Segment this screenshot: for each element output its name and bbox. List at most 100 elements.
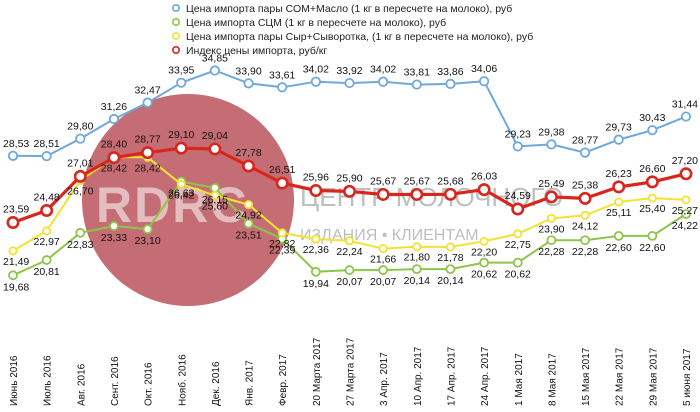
x-tick-label-17: 8 Мая 2017 [547,353,558,406]
data-label-s1-16: 29,23 [505,128,531,140]
data-point-s4-3 [73,169,87,183]
data-label-s3-1: 21,49 [3,256,29,268]
data-label-s3-10: 22,36 [303,244,329,256]
data-point-s1-9 [277,82,288,93]
legend-label-4: Индекс цены импорта, руб/кг [186,45,327,57]
watermark-brand-line2: ИЗДАНИЯ • КЛИЕНТАМ [300,227,479,244]
data-labels: 28,53 28,51 29,80 31,26 32,47 33,95 34,85 33,90… [3,53,698,294]
data-point-s3-10 [311,234,321,244]
data-label-s3-11: 22,24 [336,246,362,258]
x-tick-label-10: 20 Марта 2017 [312,337,323,406]
legend-label-2: Цена импорта СЦМ (1 кг в пересчете на мо… [186,17,446,29]
x-tick-label-15: 24 Апр. 2017 [480,346,491,406]
data-point-s3-16 [513,229,523,239]
data-label-s1-5: 32,47 [134,85,160,97]
data-label-s3-20: 25,40 [639,203,665,215]
data-point-s3-20 [647,193,657,203]
data-point-s4-12 [376,187,390,201]
data-label-s1-20: 30,43 [639,112,665,124]
data-point-s3-11 [344,236,354,246]
data-label-s4-2: 24,48 [34,192,60,204]
data-point-s2-20 [647,230,658,241]
data-label-s3-12: 21,66 [370,254,396,266]
data-point-s3-12 [378,244,388,254]
data-point-s1-18 [579,147,591,158]
data-point-s4-2 [40,204,54,218]
data-point-s3-15 [479,236,489,246]
data-label-s4-1: 23,59 [3,204,29,216]
data-point-s1-2 [41,151,52,162]
data-label-s4-10: 25,96 [303,172,329,184]
data-label-s3-8: 24,92 [235,210,261,222]
data-label-s3-2: 22,97 [34,236,60,248]
data-point-s1-15 [478,76,490,87]
legend: Цена импорта пары СОМ+Масло (1 кг в пере… [172,3,533,57]
data-label-s2-4: 23,33 [101,232,127,244]
data-point-s1-20 [647,125,658,136]
x-tick-label-9: Февр. 2017 [278,354,289,406]
data-point-s1-16 [512,141,523,152]
x-tick-label-4: Сент. 2016 [110,356,121,406]
data-label-s4-16: 24,59 [505,190,531,202]
data-point-s2-14 [445,264,456,275]
watermark-logo-text: RDRC [96,177,248,233]
data-label-s1-18: 28,77 [572,135,598,147]
data-label-s4-20: 26,60 [639,163,665,175]
data-label-s2-3: 22,83 [67,239,93,251]
x-tick-label-12: 3 Апр. 2017 [379,352,390,406]
legend-marker-1 [172,4,181,13]
x-tick-label-14: 17 Апр. 2017 [446,346,457,406]
legend-marker-2 [172,17,181,26]
data-label-s4-9: 26,51 [269,164,295,176]
data-point-s1-12 [378,76,389,87]
data-label-s1-6: 33,95 [168,65,194,77]
legend-label-1: Цена импорта пары СОМ+Масло (1 кг в пере… [186,3,512,15]
data-label-s4-3: 27,01 [67,157,93,169]
data-point-s2-11 [344,265,355,275]
data-point-s1-17 [546,139,557,150]
x-tick-label-19: 22 Мая 2017 [615,347,626,406]
data-point-s1-19 [613,134,624,145]
data-label-s3-5: 28,42 [134,162,160,174]
data-label-s2-18: 22,28 [572,246,598,258]
data-label-s2-13: 20,14 [404,275,430,287]
data-label-s4-6: 29,10 [168,129,194,141]
x-tick-label-20: 29 Мая 2017 [648,347,659,406]
data-point-s1-1 [7,150,19,161]
data-label-s4-7: 29,04 [202,130,228,142]
data-label-s1-19: 29,73 [606,122,632,134]
data-point-s4-16 [511,202,525,216]
data-point-s2-1 [8,270,18,281]
data-point-s1-3 [75,133,86,144]
data-point-s4-21 [679,167,693,181]
x-tick-label-6: Нояб. 2016 [176,354,188,406]
data-label-s1-17: 29,38 [538,126,564,138]
x-tick-label-13: 10 Апр. 2017 [413,346,424,406]
data-point-s2-8 [243,218,254,229]
x-tick-label-5: Окт. 2016 [144,362,155,406]
data-point-s4-15 [477,183,491,197]
legend-label-3: Цена импорта пары Сыр+Сыворотка, (1 кг в… [186,31,533,43]
data-label-s4-21: 27,20 [672,155,698,167]
data-label-s1-21: 31,44 [672,99,698,111]
legend-marker-4 [172,45,181,54]
x-tick-label-3: Авг. 2016 [76,363,87,406]
data-label-s2-1: 19,68 [3,281,29,293]
x-tick-label-1: Июнь 2016 [9,355,20,406]
data-point-s4-17 [544,190,558,204]
data-point-s3-8 [244,200,254,210]
data-label-s2-12: 20,07 [370,276,396,288]
data-label-s4-18: 25,38 [572,179,598,191]
data-label-s2-6: 26,63 [168,187,194,199]
data-label-s4-4: 28,40 [101,139,127,151]
data-label-s3-14: 21,78 [437,252,463,264]
data-point-s3-9 [277,228,287,238]
data-point-s2-16 [512,257,523,268]
data-point-s2-3 [75,227,86,238]
data-label-s3-16: 22,75 [505,239,531,251]
data-point-s3-14 [445,242,455,252]
data-point-s3-7 [210,190,220,200]
data-label-s2-9: 22,39 [269,245,295,257]
data-point-s1-6 [176,77,187,88]
